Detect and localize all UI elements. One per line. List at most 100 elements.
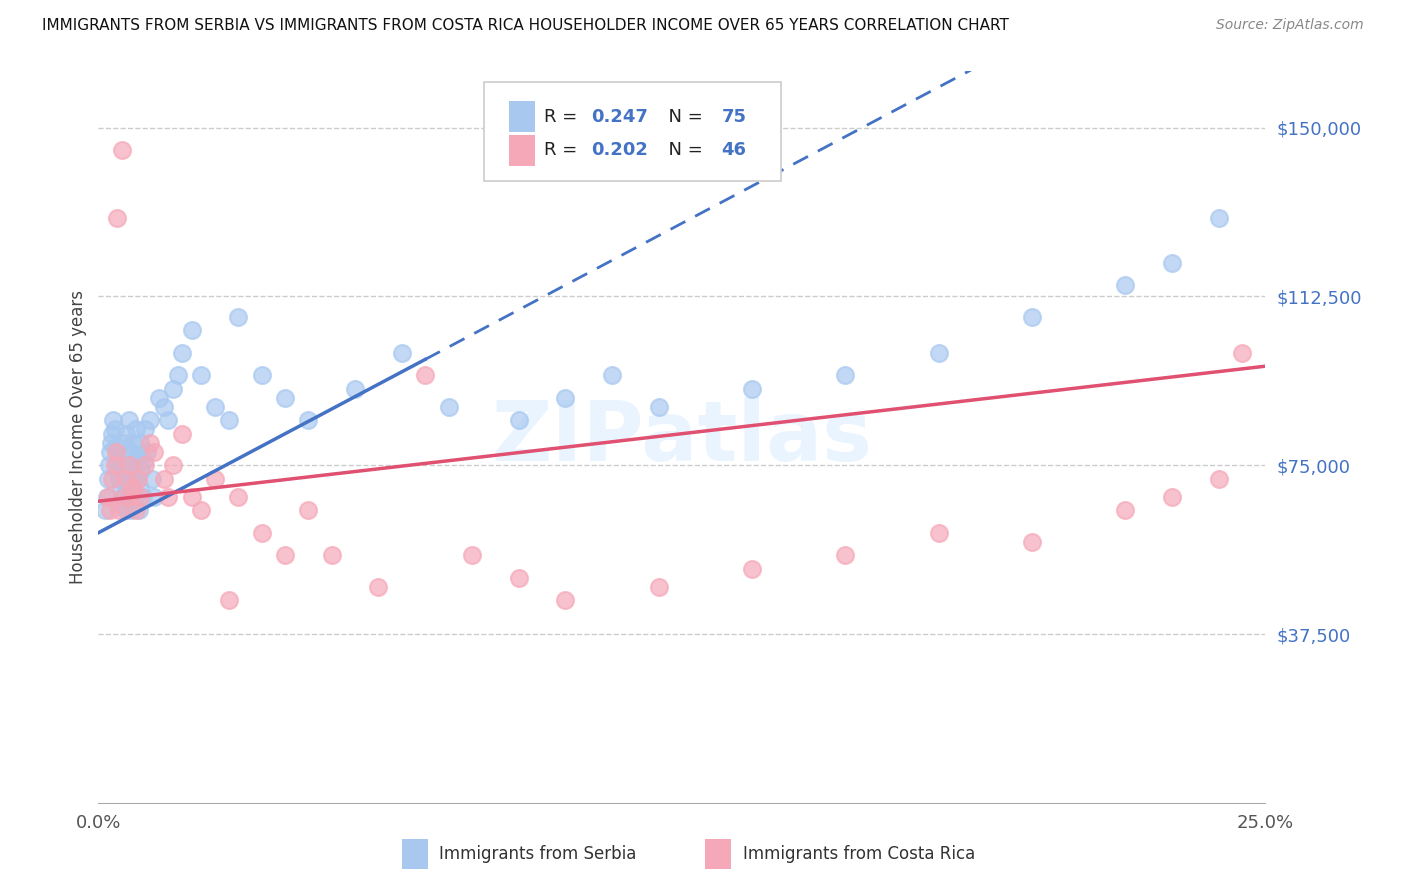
Point (127, 472, 149, 486)
Point (97, 490, 120, 504)
Point (274, 548, 297, 562)
Point (180, 490, 202, 504)
Point (1021, 534, 1043, 549)
Point (107, 463, 129, 477)
Point (125, 422, 148, 436)
Point (136, 444, 159, 458)
Point (152, 472, 174, 486)
Point (96, 490, 118, 504)
Point (508, 571, 530, 585)
Point (122, 481, 145, 495)
Text: R =: R = (544, 141, 583, 159)
Point (108, 472, 131, 486)
Point (928, 345, 950, 359)
Point (127, 449, 149, 463)
Point (172, 426, 194, 441)
Point (228, 310, 250, 324)
Point (120, 472, 142, 486)
Point (228, 490, 250, 504)
Point (115, 503, 138, 517)
Point (218, 413, 240, 427)
Point (554, 391, 576, 405)
Point (105, 440, 128, 454)
Text: Immigrants from Costa Rica: Immigrants from Costa Rica (742, 845, 974, 863)
Point (120, 490, 142, 504)
Point (134, 453, 156, 467)
Point (111, 143, 134, 157)
Text: 0.247: 0.247 (591, 108, 648, 126)
Point (132, 490, 155, 504)
Point (98, 503, 121, 517)
Text: 75: 75 (721, 108, 747, 126)
Point (321, 548, 343, 562)
Point (139, 435, 162, 450)
Point (190, 368, 212, 383)
Point (554, 593, 576, 607)
Point (437, 400, 460, 414)
Point (367, 580, 389, 594)
Point (111, 467, 134, 482)
Text: IMMIGRANTS FROM SERBIA VS IMMIGRANTS FROM COSTA RICA HOUSEHOLDER INCOME OVER 65 : IMMIGRANTS FROM SERBIA VS IMMIGRANTS FRO… (42, 18, 1010, 33)
Point (100, 435, 122, 450)
FancyBboxPatch shape (706, 839, 731, 869)
Point (129, 435, 152, 450)
Point (97, 472, 120, 486)
Point (344, 382, 367, 396)
Point (121, 481, 143, 495)
Text: Source: ZipAtlas.com: Source: ZipAtlas.com (1216, 18, 1364, 32)
Point (834, 368, 856, 383)
Point (101, 472, 124, 486)
Point (108, 503, 131, 517)
Point (129, 481, 152, 495)
Point (105, 211, 128, 225)
Point (128, 503, 150, 517)
Point (134, 458, 156, 473)
Point (461, 548, 484, 562)
Point (928, 525, 950, 540)
Point (218, 593, 240, 607)
Text: 0.202: 0.202 (591, 141, 648, 159)
Point (162, 458, 184, 473)
Point (101, 426, 124, 441)
Point (141, 472, 163, 486)
Text: R =: R = (544, 108, 583, 126)
Point (118, 458, 141, 473)
Point (131, 463, 153, 477)
Text: ZIPatlas: ZIPatlas (492, 397, 872, 477)
Point (166, 368, 188, 383)
Point (125, 503, 148, 517)
Point (104, 458, 127, 473)
Point (297, 503, 319, 517)
Point (148, 391, 170, 405)
Point (98, 444, 121, 458)
Point (104, 422, 127, 436)
Point (143, 444, 166, 458)
Point (1114, 503, 1136, 517)
Point (647, 400, 669, 414)
Point (391, 345, 413, 359)
Point (110, 481, 132, 495)
Point (112, 458, 135, 473)
Point (190, 503, 212, 517)
Point (115, 472, 138, 486)
Point (103, 413, 125, 427)
Point (297, 413, 319, 427)
Point (125, 472, 148, 486)
Point (413, 368, 436, 383)
Point (114, 449, 136, 463)
Point (111, 490, 134, 504)
Y-axis label: Householder Income Over 65 years: Householder Income Over 65 years (69, 290, 87, 584)
Point (120, 444, 142, 458)
Point (647, 580, 669, 594)
Point (105, 444, 128, 458)
Point (250, 368, 273, 383)
Point (180, 323, 202, 337)
Point (117, 481, 139, 495)
Text: N =: N = (658, 108, 709, 126)
Point (118, 413, 141, 427)
Point (115, 426, 138, 441)
Point (741, 562, 763, 576)
Point (600, 368, 623, 383)
Point (1208, 211, 1230, 225)
Point (204, 400, 226, 414)
